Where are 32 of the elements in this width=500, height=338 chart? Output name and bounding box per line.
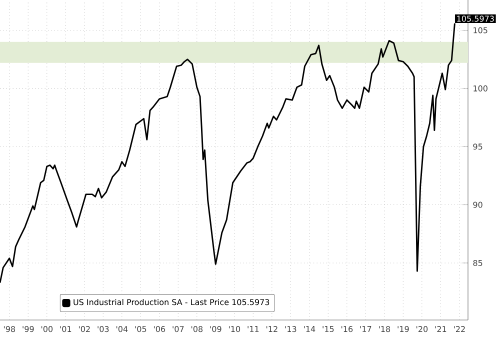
- y-tick-label: 100: [474, 85, 488, 92]
- x-tick-label: '10: [228, 326, 240, 332]
- y-tick-label: 90: [473, 202, 482, 208]
- x-tick-label: '15: [322, 326, 334, 332]
- legend-label: US Industrial Production SA - Last Price 105.5973: [74, 298, 270, 306]
- x-tick-label: '14: [304, 326, 316, 332]
- x-tick-label: '05: [135, 326, 146, 332]
- x-tick-label: '04: [116, 326, 128, 332]
- y-tick-label: 95: [473, 144, 482, 150]
- x-tick-label: '01: [60, 326, 72, 332]
- x-tick-label: '18: [378, 326, 390, 332]
- annotation: 105.5973: [457, 16, 494, 22]
- x-tick-label: '17: [360, 326, 372, 332]
- x-tick-label: '16: [341, 326, 353, 332]
- x-tick-label: '21: [435, 326, 446, 332]
- x-tick-label: '22: [454, 326, 465, 332]
- x-tick-label: '13: [285, 326, 296, 332]
- x-tick-label: '02: [78, 326, 90, 332]
- x-tick-label: '98: [4, 326, 16, 332]
- x-tick-label: '12: [266, 326, 278, 332]
- x-tick-label: '07: [172, 326, 184, 332]
- y-tick-label: 85: [473, 260, 482, 266]
- x-tick-label: '99: [22, 326, 34, 332]
- y-tick-label: 105: [474, 27, 488, 34]
- x-tick-label: '11: [248, 326, 259, 332]
- x-tick-label: '03: [98, 326, 109, 332]
- x-tick-label: '20: [416, 326, 428, 332]
- x-tick-label: '08: [191, 326, 203, 332]
- x-tick-label: '00: [41, 326, 53, 332]
- x-tick-label: '06: [154, 326, 166, 332]
- x-tick-label: '09: [210, 326, 222, 332]
- x-tick-label: '19: [398, 326, 409, 332]
